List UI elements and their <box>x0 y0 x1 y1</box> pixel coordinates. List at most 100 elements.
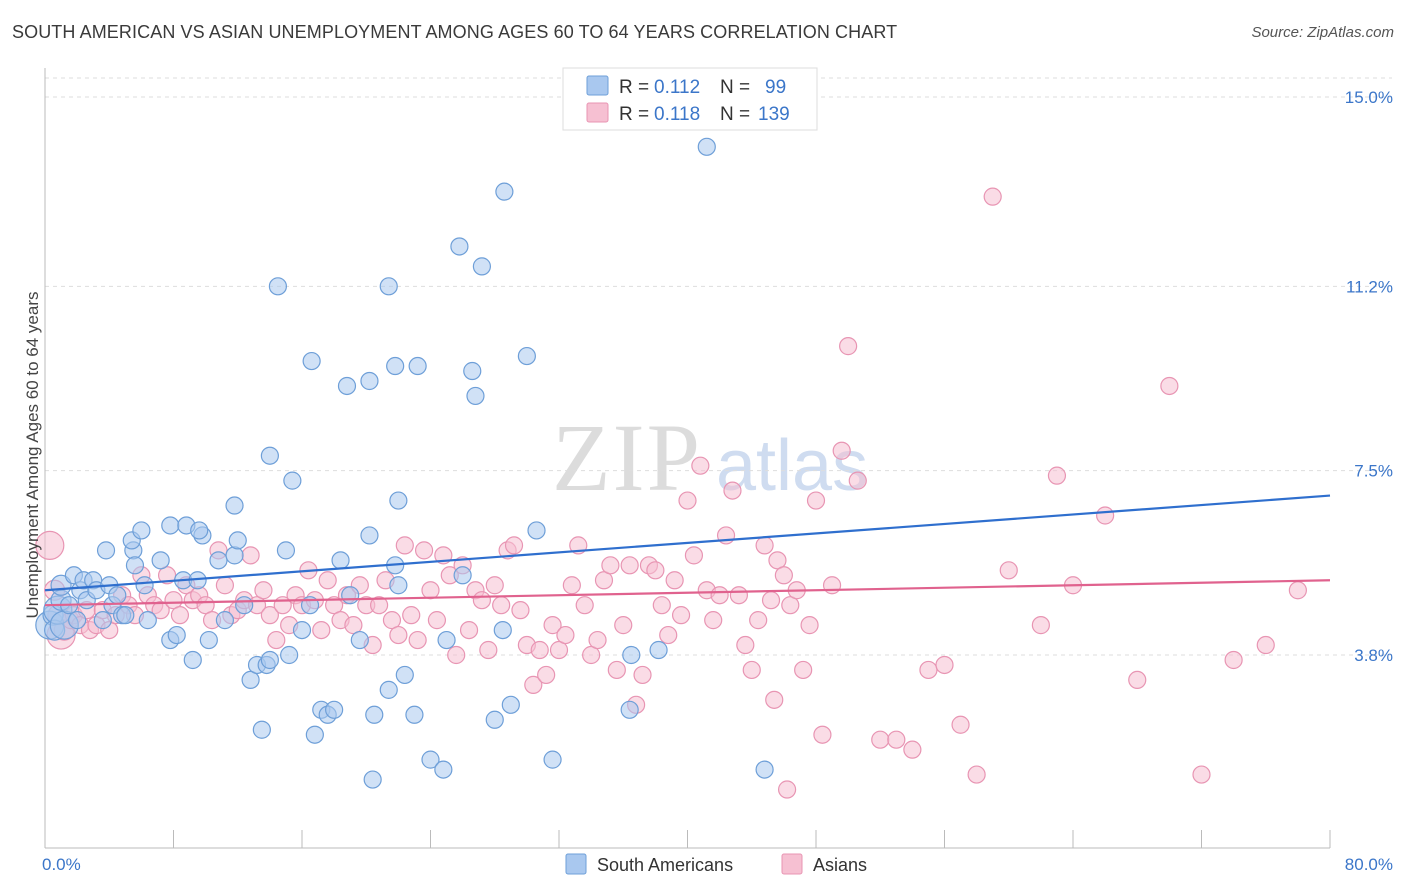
asian-point <box>1192 765 1211 784</box>
asian-point <box>652 596 671 615</box>
south-american-point <box>421 750 440 769</box>
asian-point <box>459 620 479 640</box>
asian-point <box>575 596 594 615</box>
asian-point <box>761 591 781 610</box>
x-tick-label-min: 0.0% <box>42 855 81 874</box>
south-american-point <box>161 516 180 535</box>
south-american-point <box>755 760 774 779</box>
asian-point <box>318 571 337 590</box>
south-american-point <box>96 541 116 560</box>
asian-point <box>777 780 797 799</box>
south-american-point <box>620 700 639 719</box>
asian-point <box>806 491 826 510</box>
south-american-point <box>405 705 424 724</box>
trend-line-south-americans <box>44 494 1331 592</box>
asian-point <box>530 640 549 660</box>
legend-n-value-2: 139 <box>758 104 790 125</box>
south-american-point <box>527 521 546 540</box>
south-american-point <box>116 606 135 625</box>
asian-point <box>742 660 761 680</box>
south-american-point <box>501 695 520 714</box>
asian-point <box>768 551 787 570</box>
legend-r-value-1: 0.112 <box>654 77 700 98</box>
asian-point <box>472 591 491 610</box>
south-american-point <box>331 551 350 570</box>
asian-point <box>935 655 954 675</box>
asian-point <box>723 481 742 500</box>
asian-point <box>241 546 260 565</box>
asian-point <box>749 611 768 630</box>
south-american-point <box>302 351 321 371</box>
south-american-point <box>93 611 112 630</box>
asian-point <box>919 660 938 680</box>
south-american-point <box>215 611 234 630</box>
south-american-point <box>283 471 302 490</box>
legend-swatch-asian <box>586 102 609 123</box>
south-american-point <box>495 182 514 201</box>
y-tick-label-2: 11.2% <box>1346 277 1393 296</box>
asian-point <box>832 441 851 460</box>
asian-point <box>1128 670 1147 690</box>
south-american-point <box>434 760 453 779</box>
asian-point <box>659 625 678 645</box>
asian-point <box>1288 581 1307 600</box>
south-american-point <box>379 680 398 699</box>
south-american-point <box>363 770 382 789</box>
legend-bottom-swatch-south <box>565 853 587 875</box>
asian-point <box>267 630 286 650</box>
south-american-point <box>132 521 151 540</box>
legend-n-label-2: N = <box>720 104 750 125</box>
south-american-point <box>228 531 247 550</box>
south-american-point <box>341 586 360 605</box>
y-axis-title: Unemployment Among Ages 60 to 64 years <box>23 292 42 619</box>
asian-point <box>736 635 755 655</box>
south-american-point <box>337 376 357 396</box>
asian-point <box>344 616 363 635</box>
south-american-point <box>268 277 288 296</box>
asian-point <box>794 660 813 680</box>
asian-point <box>765 690 784 709</box>
asian-point <box>822 576 842 595</box>
south-american-point <box>167 625 186 645</box>
south-american-point <box>395 665 414 685</box>
asian-point <box>800 616 819 635</box>
asian-point <box>389 625 408 645</box>
south-american-point <box>280 645 299 665</box>
asian-point <box>614 616 633 635</box>
asian-point <box>260 606 279 625</box>
asian-point <box>414 541 434 560</box>
south-american-point <box>517 346 536 366</box>
asian-point <box>1047 466 1067 485</box>
south-american-point <box>235 596 254 615</box>
asian-point <box>671 606 691 625</box>
asian-point <box>774 566 793 585</box>
asian-point <box>582 645 601 665</box>
legend-n-value-1: 99 <box>765 77 786 98</box>
asian-point <box>479 640 498 660</box>
asian-point <box>312 620 331 640</box>
south-american-point <box>386 356 405 376</box>
south-american-point <box>209 551 228 570</box>
south-american-point <box>365 705 384 724</box>
south-american-point <box>199 630 218 650</box>
south-american-point <box>190 521 209 540</box>
asian-point <box>511 601 530 620</box>
x-tick-label-max: 80.0% <box>1345 855 1393 874</box>
watermark-zip: ZIP <box>552 404 702 511</box>
asian-point <box>370 596 389 615</box>
legend-bottom-label-asian: Asians <box>813 855 867 875</box>
asian-point <box>729 586 749 605</box>
legend-top: R = 0.112 N = 99 R = 0.118 N = 139 <box>562 67 818 131</box>
asian-point <box>395 536 414 555</box>
asian-point <box>848 471 867 490</box>
asian-point <box>781 596 800 615</box>
asian-point <box>813 725 832 744</box>
asian-point <box>562 576 581 595</box>
asian-point <box>665 571 684 590</box>
asian-point <box>887 730 906 749</box>
asian-point <box>1160 376 1179 396</box>
asian-point <box>549 640 569 660</box>
south-american-point <box>276 541 296 560</box>
south-american-point <box>493 620 512 640</box>
